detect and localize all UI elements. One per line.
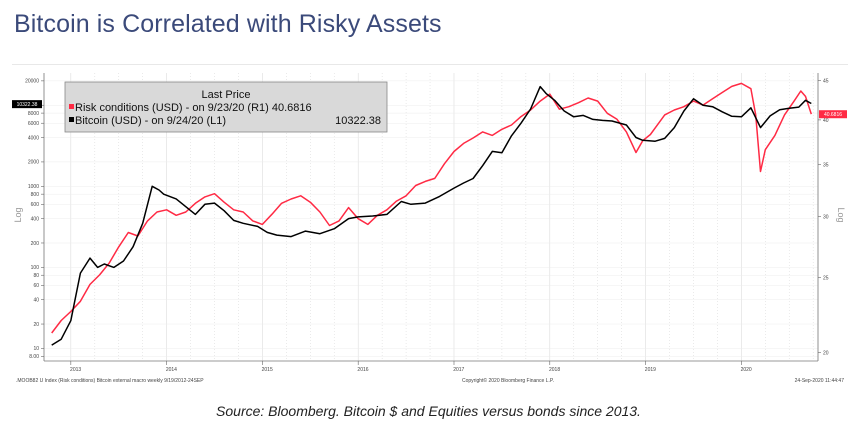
left-tick-label: 4000 bbox=[28, 135, 39, 141]
footer-copyright: Copyright© 2020 Bloomberg Finance L.P. bbox=[462, 377, 554, 384]
bitcoin-value-badge bbox=[12, 100, 42, 109]
left-tick-label: 60 bbox=[33, 283, 39, 289]
x-tick-label: 2019 bbox=[645, 367, 656, 373]
left-tick-label: 80 bbox=[33, 273, 39, 279]
chart-caption: Source: Bloomberg. Bitcoin $ and Equitie… bbox=[216, 403, 641, 419]
page-title: Bitcoin is Correlated with Risky Assets bbox=[14, 10, 442, 38]
legend-title: Last Price bbox=[202, 89, 251, 101]
left-tick-label: 600 bbox=[31, 202, 40, 208]
right-tick-label: 30 bbox=[823, 214, 829, 220]
left-tick-label: 8000 bbox=[28, 111, 39, 117]
right-axis-ticks: 45 40 35 30 25 20 Log bbox=[818, 78, 846, 357]
left-tick-label: 2000 bbox=[28, 160, 39, 166]
chart-footer: .MOOB82 U Index (Risk conditions) Bitcoi… bbox=[16, 377, 844, 384]
left-tick-label: 8.00 bbox=[29, 354, 39, 360]
left-axis-label: Log bbox=[13, 207, 23, 222]
risk-conditions-series-line bbox=[51, 82, 813, 334]
right-tick-label: 40 bbox=[823, 118, 829, 124]
x-tick-label: 2013 bbox=[70, 367, 81, 373]
series-lines bbox=[51, 82, 813, 346]
x-tick-label: 2020 bbox=[741, 367, 752, 373]
left-axis-ticks: 2000010000800060004000200010008006004002… bbox=[13, 79, 44, 360]
value-badges: 10322.38 40.6816 bbox=[12, 100, 847, 119]
legend-item-label: Bitcoin (USD) - on 9/24/20 (L1) bbox=[75, 115, 226, 127]
bitcoin-value-badge-text: 10322.38 bbox=[17, 102, 38, 108]
left-tick-label: 1000 bbox=[28, 184, 39, 190]
x-tick-label: 2014 bbox=[166, 367, 177, 373]
x-tick-label: 2018 bbox=[549, 367, 560, 373]
left-tick-label: 200 bbox=[31, 241, 40, 247]
legend-marker bbox=[69, 117, 74, 122]
right-tick-label: 20 bbox=[823, 351, 829, 357]
left-tick-label: 20 bbox=[33, 322, 39, 328]
right-tick-label: 25 bbox=[823, 276, 829, 282]
x-tick-label: 2017 bbox=[453, 367, 464, 373]
right-tick-label: 35 bbox=[823, 163, 829, 169]
footer-left-text: .MOOB82 U Index (Risk conditions) Bitcoi… bbox=[16, 378, 204, 384]
left-tick-label: 6000 bbox=[28, 121, 39, 127]
legend-item-value: 10322.38 bbox=[335, 115, 381, 127]
x-axis-ticks: 2013 2014 2015 2016 2017 2018 2019 2020 bbox=[70, 361, 752, 373]
right-tick-label: 45 bbox=[823, 78, 829, 84]
legend-box bbox=[64, 81, 388, 133]
risk-value-badge bbox=[819, 110, 847, 119]
left-tick-label: 10 bbox=[33, 346, 39, 352]
left-tick-label: 20000 bbox=[25, 79, 39, 85]
left-tick-label: 800 bbox=[31, 192, 40, 198]
risk-value-badge-text: 40.6816 bbox=[824, 112, 842, 118]
bitcoin-series-line bbox=[51, 85, 812, 346]
x-tick-label: 2016 bbox=[357, 367, 368, 373]
chart-frame: 2000010000800060004000200010008006004002… bbox=[12, 64, 848, 387]
legend-item-label: Risk conditions (USD) - on 9/23/20 (R1) … bbox=[75, 102, 312, 114]
bitcoin-risk-chart: 2000010000800060004000200010008006004002… bbox=[12, 73, 847, 384]
legend-marker bbox=[69, 104, 74, 109]
footer-timestamp: 24-Sep-2020 11:44:47 bbox=[795, 378, 845, 384]
left-tick-label: 100 bbox=[31, 265, 40, 271]
right-axis-label: Log bbox=[836, 207, 846, 222]
left-tick-label: 400 bbox=[31, 216, 40, 222]
left-tick-label: 40 bbox=[33, 297, 39, 303]
x-tick-label: 2015 bbox=[262, 367, 273, 373]
